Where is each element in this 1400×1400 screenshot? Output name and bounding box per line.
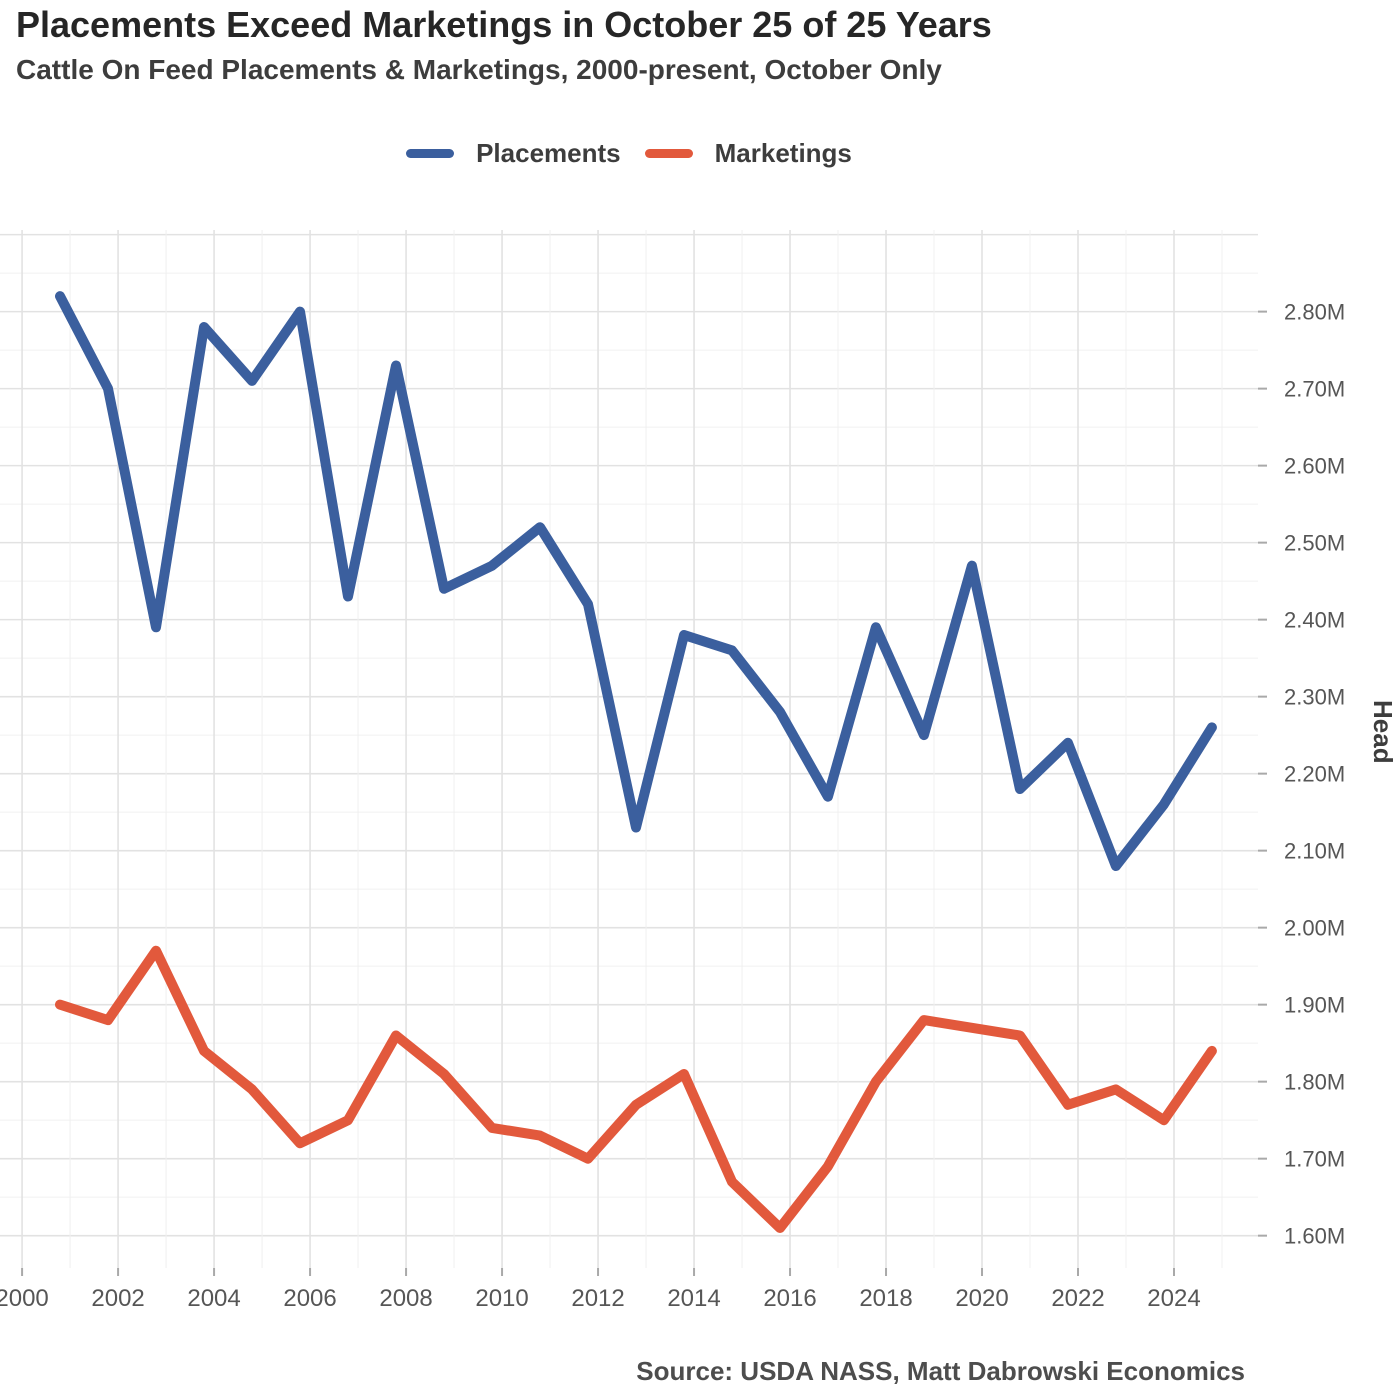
y-tick-label: 2.40M bbox=[1284, 608, 1345, 633]
x-tick-label: 2008 bbox=[379, 1285, 432, 1312]
legend-item-marketings[interactable]: Marketings bbox=[644, 138, 852, 169]
x-tick-label: 2022 bbox=[1051, 1285, 1104, 1312]
y-tick-label: 2.60M bbox=[1284, 454, 1345, 479]
x-tick-label: 2002 bbox=[91, 1285, 144, 1312]
y-tick-label: 1.90M bbox=[1284, 993, 1345, 1018]
y-tick-label: 2.10M bbox=[1284, 839, 1345, 864]
x-tick-label: 2016 bbox=[763, 1285, 816, 1312]
x-tick-label: 2004 bbox=[187, 1285, 240, 1312]
x-tick-label: 2010 bbox=[475, 1285, 528, 1312]
legend: Placements Marketings bbox=[0, 138, 1258, 169]
legend-item-placements[interactable]: Placements bbox=[406, 138, 621, 169]
y-tick-label: 2.70M bbox=[1284, 377, 1345, 402]
y-tick-label: 2.50M bbox=[1284, 531, 1345, 556]
marketings-line-swatch bbox=[644, 149, 693, 158]
page-title: Placements Exceed Marketings in October … bbox=[16, 4, 992, 45]
series-line-placements bbox=[55, 291, 1217, 871]
series-line-marketings bbox=[55, 945, 1217, 1233]
y-tick-label: 2.00M bbox=[1284, 916, 1345, 941]
y-tick-label: 2.30M bbox=[1284, 685, 1345, 710]
y-tick-label: 1.70M bbox=[1284, 1147, 1345, 1172]
legend-label-placements: Placements bbox=[476, 138, 621, 168]
x-tick-label: 2024 bbox=[1147, 1285, 1200, 1312]
y-tick-label: 1.60M bbox=[1284, 1224, 1345, 1249]
x-tick-label: 2014 bbox=[667, 1285, 720, 1312]
source-credit: Source: USDA NASS, Matt Dabrowski Econom… bbox=[636, 1356, 1245, 1386]
y-tick-label: 1.80M bbox=[1284, 1070, 1345, 1095]
x-tick-label: 2020 bbox=[955, 1285, 1008, 1312]
x-tick-label: 2018 bbox=[859, 1285, 912, 1312]
page-subtitle: Cattle On Feed Placements & Marketings, … bbox=[16, 54, 942, 85]
x-tick-label: 2000 bbox=[0, 1285, 49, 1312]
placements-line-swatch bbox=[406, 149, 455, 158]
x-tick-label: 2006 bbox=[283, 1285, 336, 1312]
legend-label-marketings: Marketings bbox=[714, 138, 852, 168]
y-axis-title: Head bbox=[1368, 700, 1398, 764]
x-tick-label: 2012 bbox=[571, 1285, 624, 1312]
y-tick-label: 2.20M bbox=[1284, 762, 1345, 787]
y-tick-label: 2.80M bbox=[1284, 300, 1345, 325]
